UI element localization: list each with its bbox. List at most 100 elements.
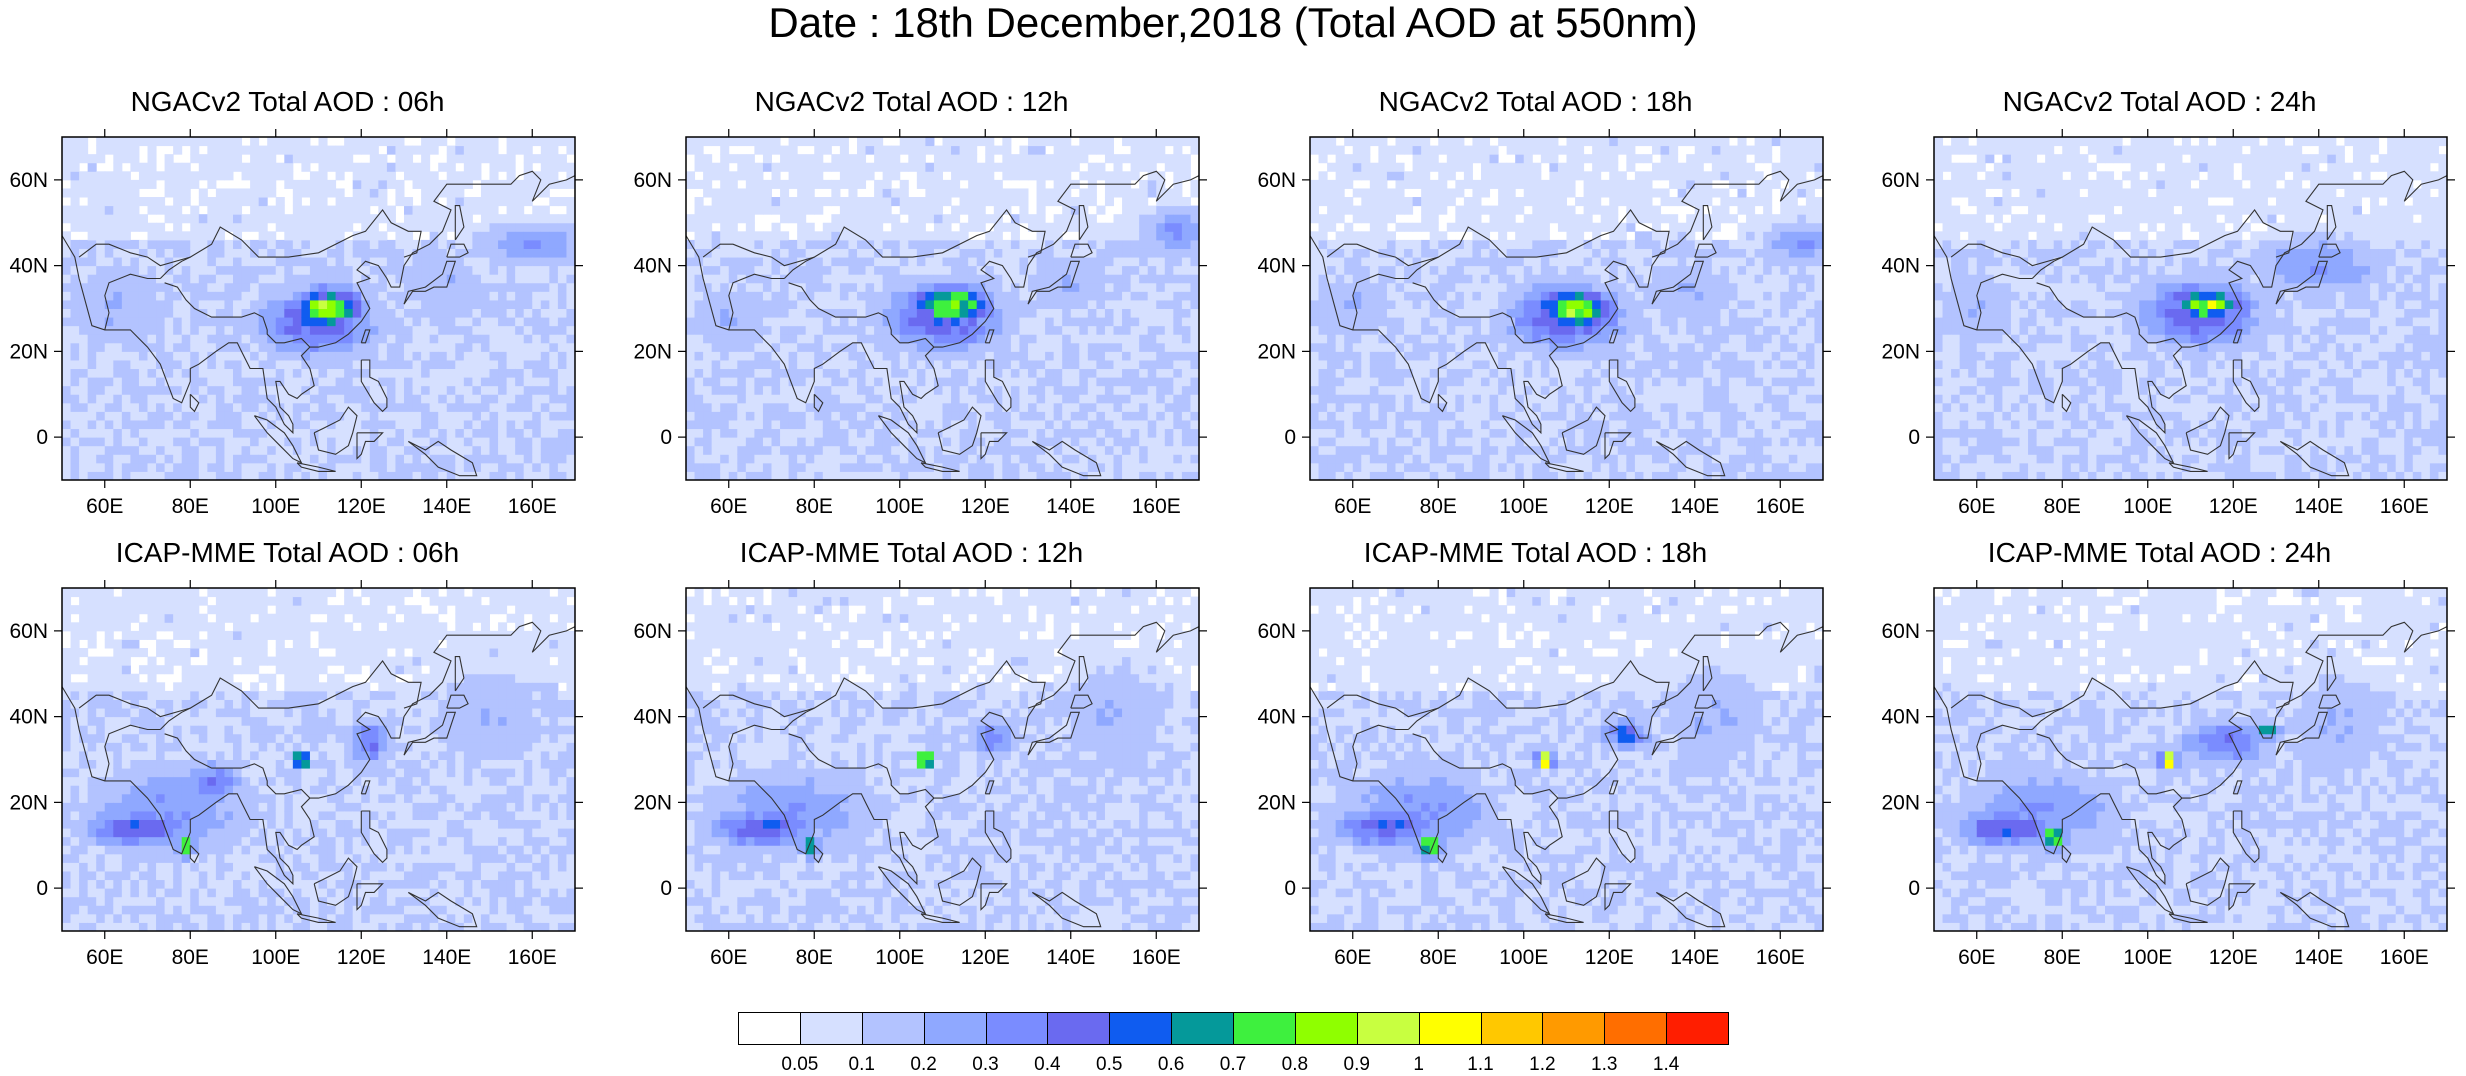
lat-tick-label: 40N — [1257, 255, 1296, 278]
lon-tick-label: 160E — [1756, 946, 1805, 969]
colorbar-label: 0.6 — [1158, 1054, 1184, 1076]
aod-heatmap-cells — [62, 588, 576, 932]
lon-tick-label: 140E — [422, 946, 471, 969]
colorbar-swatch — [1109, 1012, 1172, 1045]
lon-tick-label: 80E — [1420, 946, 1457, 969]
lon-tick-label: 60E — [710, 495, 747, 518]
lat-tick-label: 20N — [1881, 791, 1920, 814]
colorbar-label: 0.7 — [1220, 1054, 1246, 1076]
lon-tick-label: 80E — [2044, 495, 2081, 518]
lon-tick-label: 120E — [961, 495, 1010, 518]
panel-title: ICAP-MME Total AOD : 18h — [1248, 536, 1823, 570]
panel-title: NGACv2 Total AOD : 24h — [1872, 85, 2447, 119]
colorbar-swatch — [1604, 1012, 1667, 1045]
lon-tick-label: 100E — [251, 495, 300, 518]
lon-tick-label: 100E — [1499, 946, 1548, 969]
lon-tick-label: 160E — [508, 495, 557, 518]
lon-tick-label: 140E — [1046, 946, 1095, 969]
lat-tick-label: 60N — [633, 169, 672, 192]
lon-tick-label: 120E — [2209, 495, 2258, 518]
aod-heatmap-cells — [1310, 588, 1824, 932]
lon-tick-label: 60E — [1334, 495, 1371, 518]
colorbar-swatch — [1295, 1012, 1358, 1045]
colorbar-swatch — [862, 1012, 925, 1045]
lat-tick-label: 20N — [9, 340, 48, 363]
lon-tick-label: 60E — [710, 946, 747, 969]
lat-tick-label: 20N — [1257, 791, 1296, 814]
panel-title: ICAP-MME Total AOD : 24h — [1872, 536, 2447, 570]
page-title: Date : 18th December,2018 (Total AOD at … — [0, 0, 2466, 46]
colorbar-swatch — [800, 1012, 863, 1045]
lon-tick-label: 120E — [337, 946, 386, 969]
lon-tick-label: 140E — [422, 495, 471, 518]
colorbar-swatch — [1666, 1012, 1729, 1045]
colorbar-label: 0.2 — [910, 1054, 936, 1076]
panel-title: NGACv2 Total AOD : 06h — [0, 85, 575, 119]
aod-heatmap-cells — [1934, 137, 2448, 481]
lat-tick-label: 20N — [9, 791, 48, 814]
lon-tick-label: 140E — [1670, 495, 1719, 518]
lon-tick-label: 140E — [2294, 946, 2343, 969]
lon-tick-label: 60E — [1958, 495, 1995, 518]
colorbar-label: 1 — [1413, 1054, 1424, 1076]
aod-heatmap-cells — [686, 588, 1200, 932]
colorbar-label: 1.2 — [1529, 1054, 1555, 1076]
colorbar-swatch — [1047, 1012, 1110, 1045]
colorbar-label: 0.5 — [1096, 1054, 1122, 1076]
lat-tick-label: 40N — [633, 255, 672, 278]
colorbar-swatch — [738, 1012, 801, 1045]
lon-tick-label: 60E — [86, 495, 123, 518]
lon-tick-label: 160E — [2380, 495, 2429, 518]
lon-tick-label: 160E — [2380, 946, 2429, 969]
lon-tick-label: 120E — [1585, 495, 1634, 518]
lat-tick-label: 0 — [1908, 877, 1920, 900]
colorbar-swatch — [1419, 1012, 1482, 1045]
colorbar-label: 0.9 — [1344, 1054, 1370, 1076]
lon-tick-label: 80E — [796, 946, 833, 969]
lat-tick-label: 0 — [1908, 426, 1920, 449]
lat-tick-label: 0 — [660, 426, 672, 449]
colorbar-swatch — [1481, 1012, 1544, 1045]
lat-tick-label: 60N — [1257, 620, 1296, 643]
lat-tick-label: 60N — [9, 169, 48, 192]
lon-tick-label: 100E — [875, 946, 924, 969]
aod-heatmap-cells — [686, 137, 1200, 481]
lat-tick-label: 20N — [1257, 340, 1296, 363]
lat-tick-label: 40N — [1257, 706, 1296, 729]
lat-tick-label: 40N — [1881, 255, 1920, 278]
lon-tick-label: 60E — [86, 946, 123, 969]
panel-title: ICAP-MME Total AOD : 12h — [624, 536, 1199, 570]
lon-tick-label: 100E — [2123, 946, 2172, 969]
lon-tick-label: 100E — [251, 946, 300, 969]
lon-tick-label: 140E — [2294, 495, 2343, 518]
lon-tick-label: 80E — [1420, 495, 1457, 518]
lat-tick-label: 0 — [660, 877, 672, 900]
lat-tick-label: 20N — [633, 791, 672, 814]
lat-tick-label: 60N — [1881, 620, 1920, 643]
lon-tick-label: 100E — [2123, 495, 2172, 518]
colorbar-swatch — [1233, 1012, 1296, 1045]
panel-title: NGACv2 Total AOD : 12h — [624, 85, 1199, 119]
panel-title: ICAP-MME Total AOD : 06h — [0, 536, 575, 570]
lon-tick-label: 80E — [2044, 946, 2081, 969]
colorbar-label: 0.4 — [1034, 1054, 1060, 1076]
lon-tick-label: 60E — [1958, 946, 1995, 969]
lat-tick-label: 60N — [1257, 169, 1296, 192]
lon-tick-label: 160E — [1132, 495, 1181, 518]
aod-heatmap-cells — [1310, 137, 1824, 481]
colorbar-swatch — [1171, 1012, 1234, 1045]
colorbar-swatch — [1542, 1012, 1605, 1045]
lat-tick-label: 60N — [633, 620, 672, 643]
